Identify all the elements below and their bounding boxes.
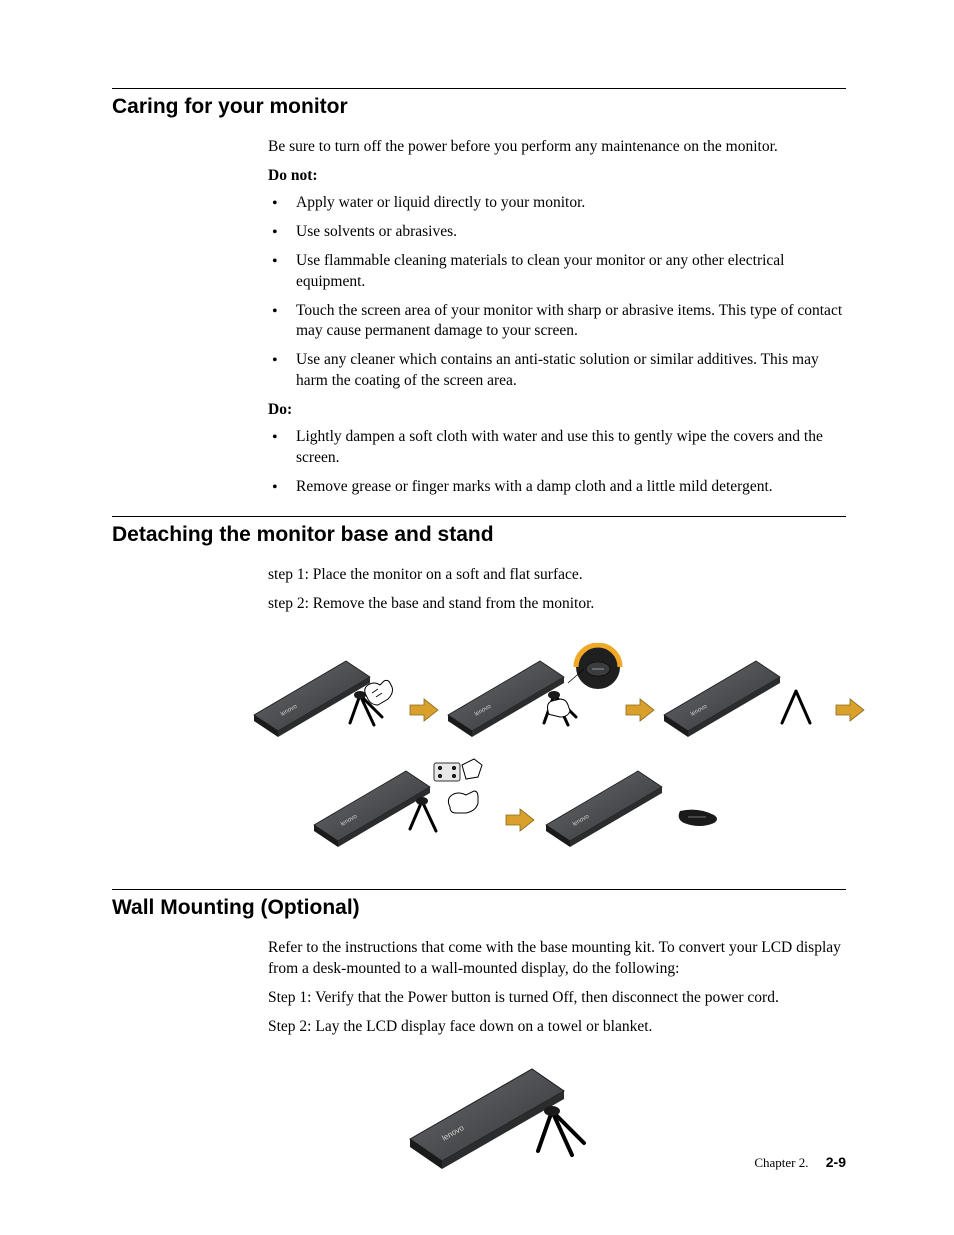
footer-page-number: 2-9 <box>826 1154 846 1170</box>
wall-step1: Step 1: Verify that the Power button is … <box>268 988 846 1009</box>
donot-list: Apply water or liquid directly to your m… <box>268 193 846 392</box>
do-label: Do: <box>268 400 846 421</box>
list-item: Use any cleaner which contains an anti-s… <box>268 350 846 392</box>
list-item: Remove grease or finger marks with a dam… <box>268 477 846 498</box>
footer-chapter: Chapter 2. <box>754 1155 808 1170</box>
do-list: Lightly dampen a soft cloth with water a… <box>268 427 846 498</box>
heading-caring: Caring for your monitor <box>112 95 846 119</box>
page-footer: Chapter 2. 2-9 <box>754 1154 846 1171</box>
list-item: Use flammable cleaning materials to clea… <box>268 251 846 293</box>
heading-detaching: Detaching the monitor base and stand <box>112 523 846 547</box>
list-item: Use solvents or abrasives. <box>268 222 846 243</box>
list-item: Lightly dampen a soft cloth with water a… <box>268 427 846 469</box>
donot-label: Do not: <box>268 166 846 187</box>
wall-para1: Refer to the instructions that come with… <box>268 938 846 980</box>
list-item: Apply water or liquid directly to your m… <box>268 193 846 214</box>
list-item: Touch the screen area of your monitor wi… <box>268 301 846 343</box>
detaching-step1: step 1: Place the monitor on a soft and … <box>268 565 846 586</box>
detaching-step2: step 2: Remove the base and stand from t… <box>268 594 846 615</box>
detaching-figure: lenovo <box>112 643 846 853</box>
caring-intro: Be sure to turn off the power before you… <box>268 137 846 158</box>
heading-wall-mounting: Wall Mounting (Optional) <box>112 896 846 920</box>
wall-step2: Step 2: Lay the LCD display face down on… <box>268 1017 846 1038</box>
